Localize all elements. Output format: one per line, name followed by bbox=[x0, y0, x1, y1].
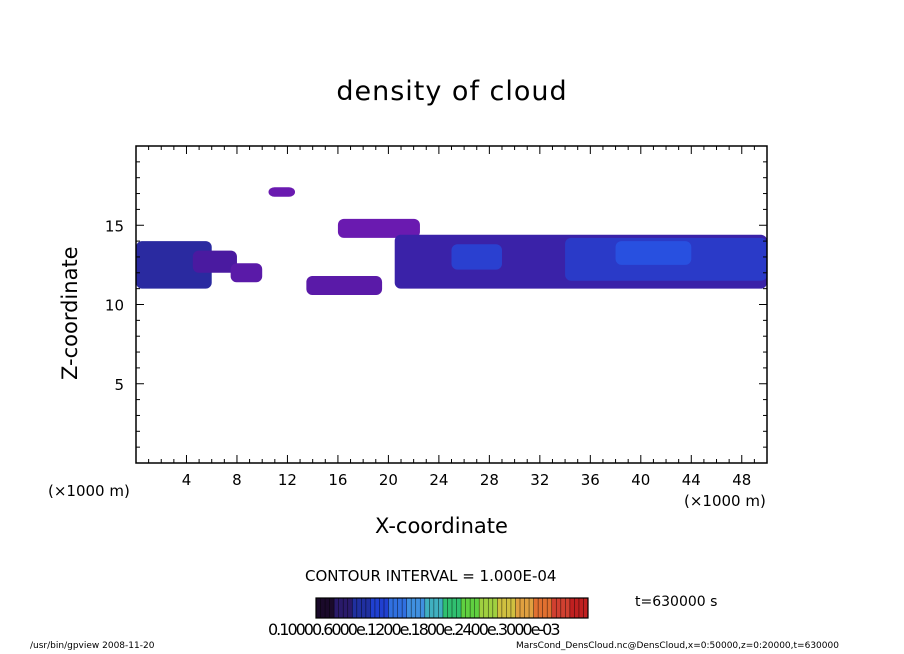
cloud-region-4 bbox=[268, 187, 296, 197]
x-tick-label: 36 bbox=[581, 471, 600, 489]
y-tick-label: 10 bbox=[105, 297, 124, 315]
x-tick-label: 12 bbox=[278, 471, 297, 489]
colorbar bbox=[315, 597, 589, 619]
x-tick-label: 24 bbox=[429, 471, 448, 489]
x-unit-label-left: (×1000 m) bbox=[48, 482, 130, 500]
cloud-region-6 bbox=[337, 218, 420, 238]
cloud-density-regions bbox=[136, 187, 767, 295]
y-tick-label: 15 bbox=[105, 217, 124, 235]
plot-frame bbox=[135, 145, 768, 464]
contour-interval-label: CONTOUR INTERVAL = 1.000E-04 bbox=[305, 567, 557, 585]
cloud-region-3 bbox=[230, 263, 263, 283]
x-tick-label: 40 bbox=[631, 471, 650, 489]
x-tick-label: 8 bbox=[232, 471, 242, 489]
cloud-region-1 bbox=[136, 241, 212, 289]
colorbar-tick-labels: 0.10000.6000e.1200e.1800e.2400e.3000e-03 bbox=[268, 620, 561, 639]
x-tick-label: 20 bbox=[379, 471, 398, 489]
cloud-region-10 bbox=[615, 241, 692, 265]
x-tick-label: 28 bbox=[480, 471, 499, 489]
x-tick-label: 44 bbox=[682, 471, 701, 489]
cloud-region-8 bbox=[451, 244, 502, 270]
footer-data-source: MarsCond_DensCloud.nc@DensCloud,x=0:5000… bbox=[516, 641, 839, 651]
x-tick-label: 48 bbox=[732, 471, 751, 489]
x-axis-label: X-coordinate bbox=[375, 514, 508, 538]
time-label: t=630000 s bbox=[635, 594, 718, 610]
y-tick-label: 5 bbox=[114, 376, 124, 394]
colorbar-frame bbox=[315, 597, 589, 619]
x-tick-label: 32 bbox=[530, 471, 549, 489]
chart-title: density of cloud bbox=[336, 76, 568, 107]
cloud-region-5 bbox=[306, 275, 383, 295]
x-tick-label: 16 bbox=[328, 471, 347, 489]
y-axis-label: Z-coordinate bbox=[58, 246, 82, 380]
cloud-region-2 bbox=[192, 250, 237, 273]
x-unit-label-right: (×1000 m) bbox=[684, 492, 766, 510]
footer-program-date: /usr/bin/gpview 2008-11-20 bbox=[30, 641, 155, 651]
x-tick-label: 4 bbox=[182, 471, 192, 489]
